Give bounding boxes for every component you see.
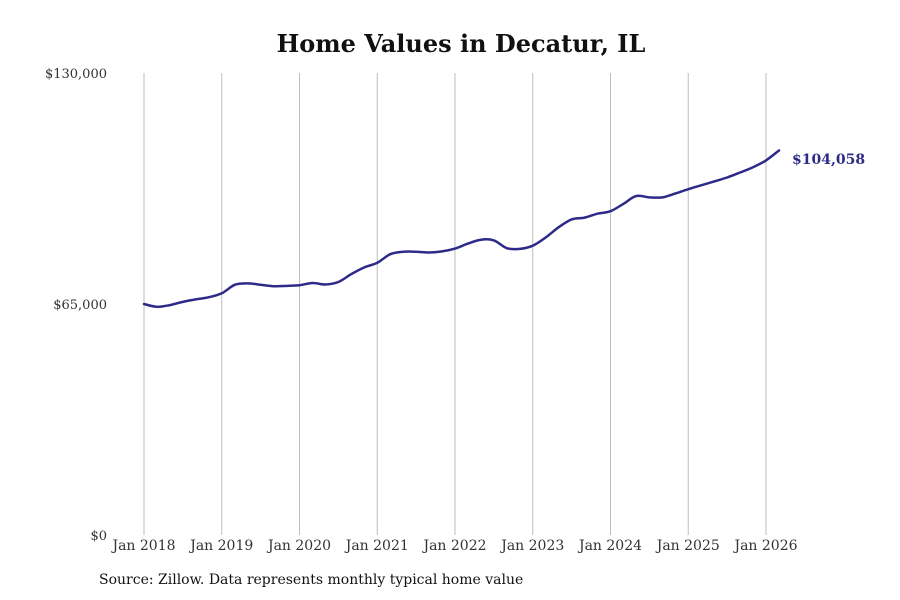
x-tick-label: Jan 2024: [577, 538, 642, 554]
y-tick-label: $0: [90, 529, 107, 544]
series-group: [142, 149, 781, 309]
end-value-label: $104,058: [792, 152, 865, 168]
x-tick-label: Jan 2022: [421, 538, 486, 554]
y-tick-label: $130,000: [45, 67, 107, 82]
y-tick-label: $65,000: [53, 298, 107, 313]
y-axis-ticks: $0 $65,000 $130,000: [45, 67, 107, 544]
x-tick-label: Jan 2023: [499, 538, 564, 554]
x-tick-label: Jan 2025: [655, 538, 720, 554]
x-tick-label: Jan 2018: [110, 538, 175, 554]
x-tick-label: Jan 2021: [344, 538, 409, 554]
x-axis-ticks: Jan 2018 Jan 2019 Jan 2020 Jan 2021 Jan 2022…: [110, 538, 797, 554]
x-tick-label: Jan 2020: [266, 538, 331, 554]
gridlines: [143, 73, 767, 535]
chart-title: Home Values in Decatur, IL: [277, 29, 646, 58]
source-note: Source: Zillow. Data represents monthly …: [99, 572, 524, 588]
x-tick-label: Jan 2019: [188, 538, 253, 554]
x-tick-label: Jan 2026: [732, 538, 797, 554]
series-line: [142, 149, 781, 309]
